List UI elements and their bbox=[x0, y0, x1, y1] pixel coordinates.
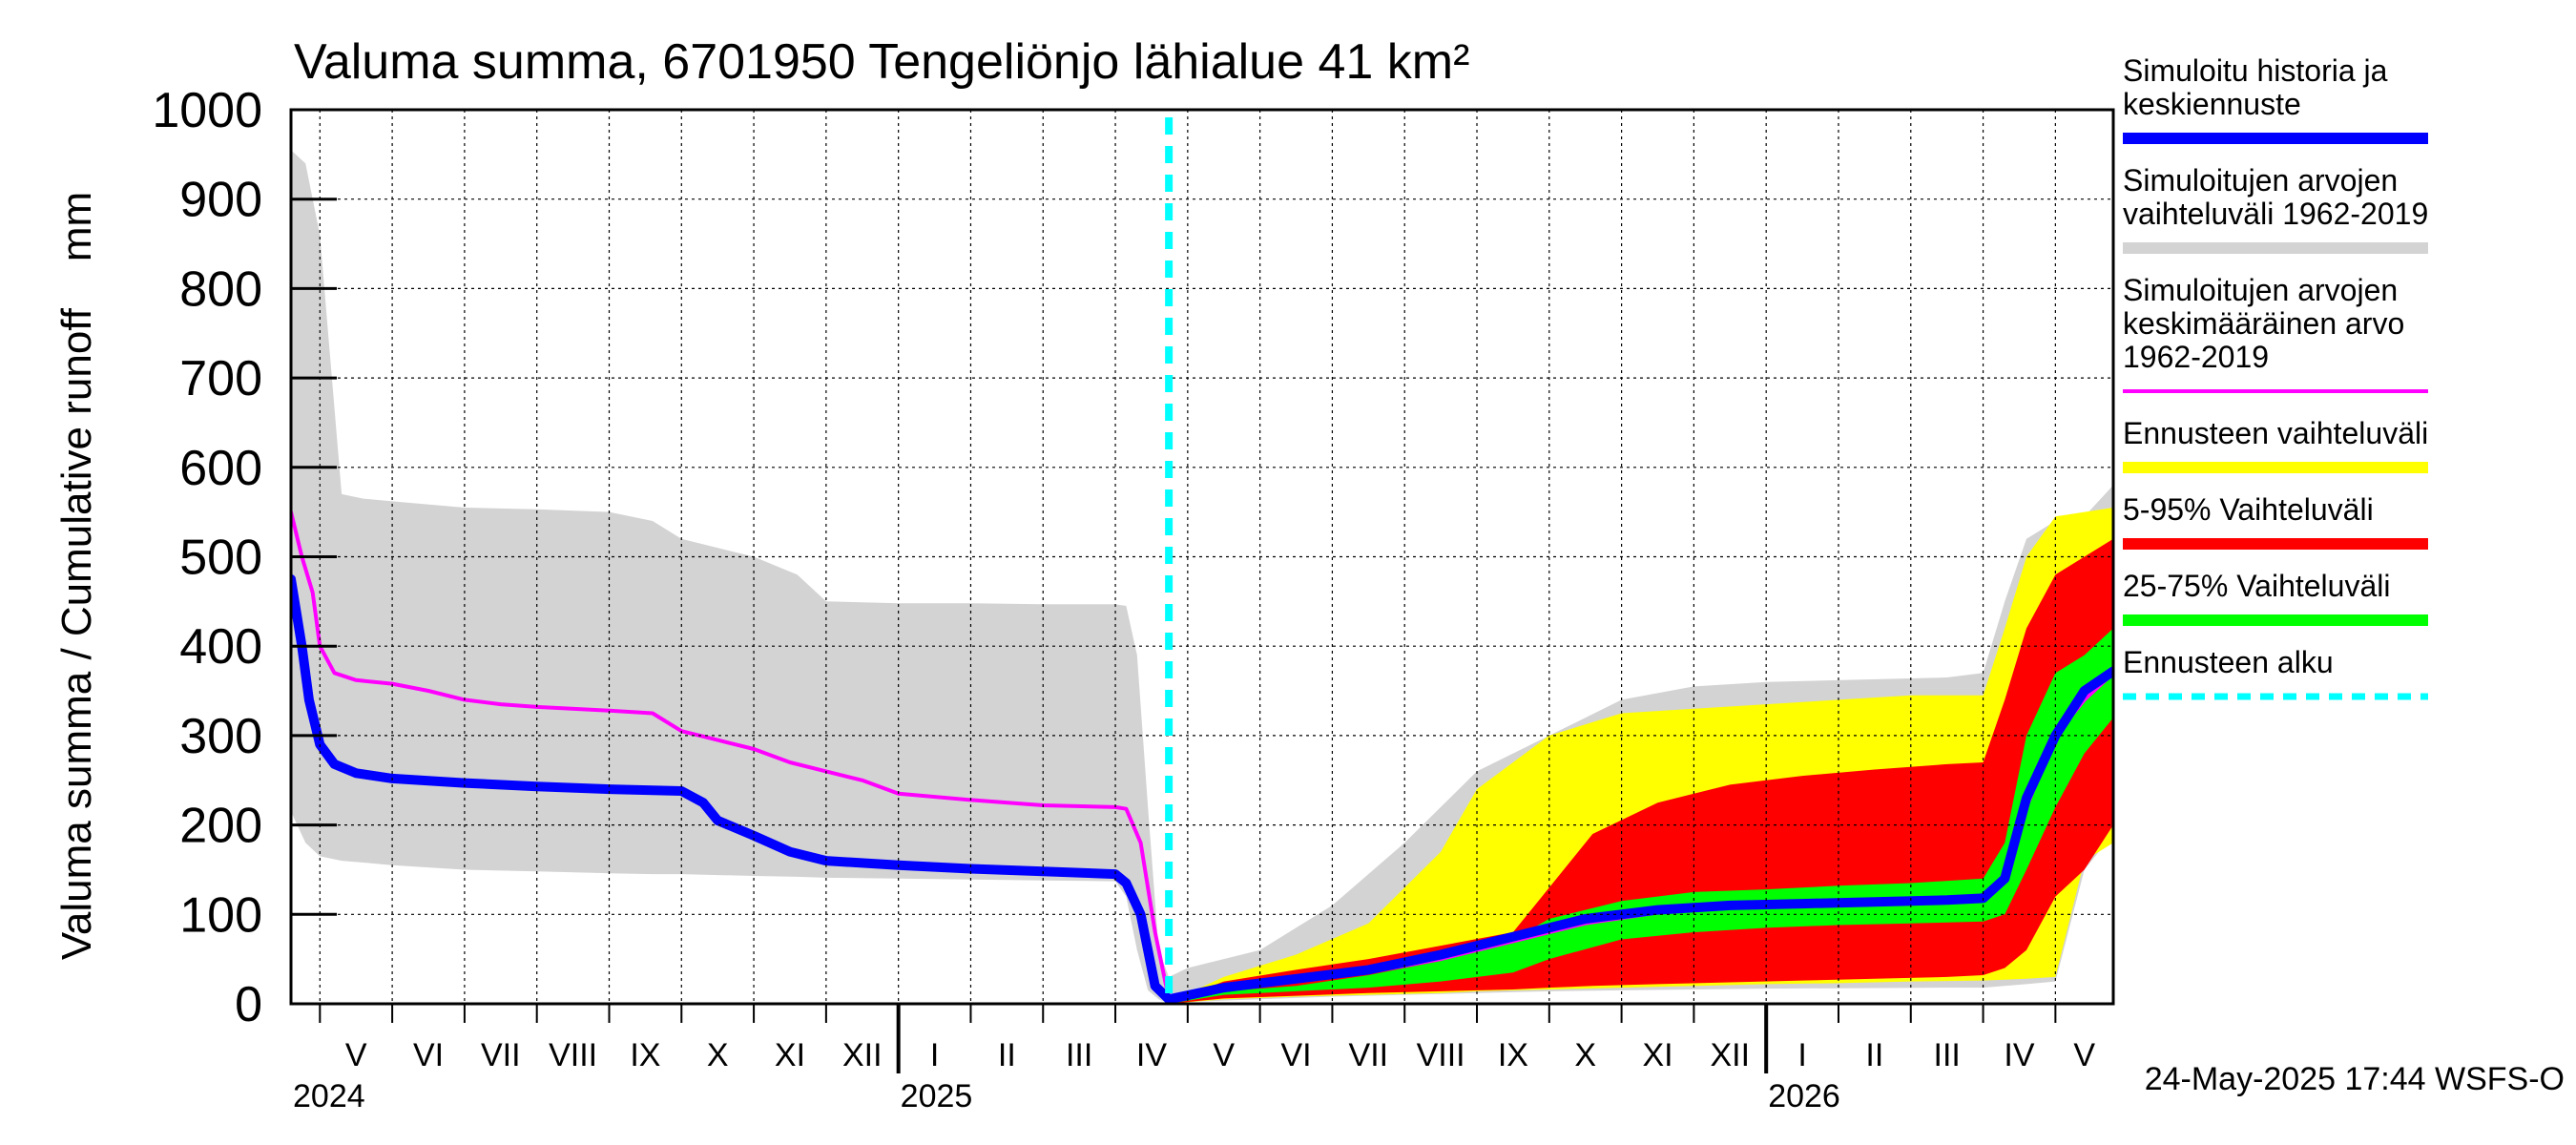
month-label: III bbox=[1934, 1037, 1961, 1073]
y-tick-label: 100 bbox=[179, 887, 262, 943]
month-label: XI bbox=[775, 1037, 805, 1073]
x-axis: V VI VII VIII IX X XI XII I II III IV V VI VII VIII IX X X… bbox=[293, 1004, 2095, 1114]
grid-lines bbox=[291, 110, 2113, 1004]
legend-label: keskiennuste bbox=[2123, 87, 2301, 121]
y-tick-label: 500 bbox=[179, 531, 262, 586]
month-label: VII bbox=[481, 1037, 521, 1073]
y-tick-label: 200 bbox=[179, 799, 262, 854]
month-label: XII bbox=[842, 1037, 883, 1073]
legend-label: vaihteluväli 1962-2019 bbox=[2123, 197, 2428, 231]
legend-item-ennusteen-vaihteluvali: Ennusteen vaihteluväli bbox=[2123, 416, 2428, 473]
month-label: IV bbox=[1136, 1037, 1167, 1073]
month-label: XI bbox=[1642, 1037, 1672, 1073]
month-label: IX bbox=[630, 1037, 660, 1073]
year-label: 2026 bbox=[1768, 1078, 1840, 1114]
legend-item-ennusteen-alku: Ennusteen alku bbox=[2123, 645, 2428, 700]
y-axis: 0 100 200 300 400 500 600 700 800 900 1000 bbox=[152, 83, 337, 1032]
y-tick-label: 400 bbox=[179, 619, 262, 675]
legend-label: 5-95% Vaihteluväli bbox=[2123, 492, 2374, 527]
y-tick-label: 300 bbox=[179, 709, 262, 764]
month-label: V bbox=[1213, 1037, 1235, 1073]
month-label: X bbox=[1574, 1037, 1596, 1073]
month-label: II bbox=[1865, 1037, 1883, 1073]
band-25-75-vaihteluvali bbox=[1169, 628, 2113, 1004]
legend-label: 1962-2019 bbox=[2123, 340, 2269, 374]
month-label: II bbox=[998, 1037, 1016, 1073]
month-label: VII bbox=[1349, 1037, 1389, 1073]
month-label: III bbox=[1066, 1037, 1092, 1073]
month-label: X bbox=[707, 1037, 729, 1073]
month-label: I bbox=[1797, 1037, 1806, 1073]
legend-label: Simuloitujen arvojen bbox=[2123, 163, 2398, 198]
y-tick-label: 800 bbox=[179, 261, 262, 317]
y-tick-label: 600 bbox=[179, 441, 262, 496]
month-label: V bbox=[2073, 1037, 2095, 1073]
year-label: 2024 bbox=[293, 1078, 365, 1114]
year-label: 2025 bbox=[901, 1078, 973, 1114]
timestamp-label: 24-May-2025 17:44 WSFS-O bbox=[2145, 1061, 2565, 1097]
legend-item-25-75-vaihteluvali: 25-75% Vaihteluväli bbox=[2123, 569, 2428, 626]
y-axis-label: Valuma summa / Cumulative runoff mm bbox=[53, 192, 100, 960]
legend-label: Ennusteen alku bbox=[2123, 645, 2334, 679]
line-simuloitu-historia-ja-keskiennuste bbox=[291, 573, 2113, 1004]
y-tick-label: 0 bbox=[235, 977, 262, 1032]
legend: Simuloitu historia jakeskiennusteSimuloi… bbox=[2123, 53, 2428, 700]
month-label: XII bbox=[1711, 1037, 1751, 1073]
legend-label: Simuloitu historia ja bbox=[2123, 53, 2388, 88]
month-label: IX bbox=[1498, 1037, 1528, 1073]
legend-label: keskimääräinen arvo bbox=[2123, 306, 2404, 341]
month-label: VIII bbox=[1417, 1037, 1465, 1073]
data-layers bbox=[291, 150, 2113, 1004]
month-label: VI bbox=[1280, 1037, 1311, 1073]
y-tick-label: 700 bbox=[179, 351, 262, 406]
month-label: VIII bbox=[549, 1037, 597, 1073]
y-tick-label: 1000 bbox=[152, 83, 262, 138]
month-label: IV bbox=[2004, 1037, 2034, 1073]
legend-label: Ennusteen vaihteluväli bbox=[2123, 416, 2428, 450]
month-label: VI bbox=[413, 1037, 444, 1073]
month-label: V bbox=[345, 1037, 367, 1073]
month-label: I bbox=[930, 1037, 939, 1073]
legend-item-5-95-vaihteluvali: 5-95% Vaihteluväli bbox=[2123, 492, 2428, 550]
legend-label: Simuloitujen arvojen bbox=[2123, 273, 2398, 307]
legend-label: 25-75% Vaihteluväli bbox=[2123, 569, 2390, 603]
y-tick-label: 900 bbox=[179, 173, 262, 228]
chart-title: Valuma summa, 6701950 Tengeliönjo lähial… bbox=[294, 34, 1469, 90]
